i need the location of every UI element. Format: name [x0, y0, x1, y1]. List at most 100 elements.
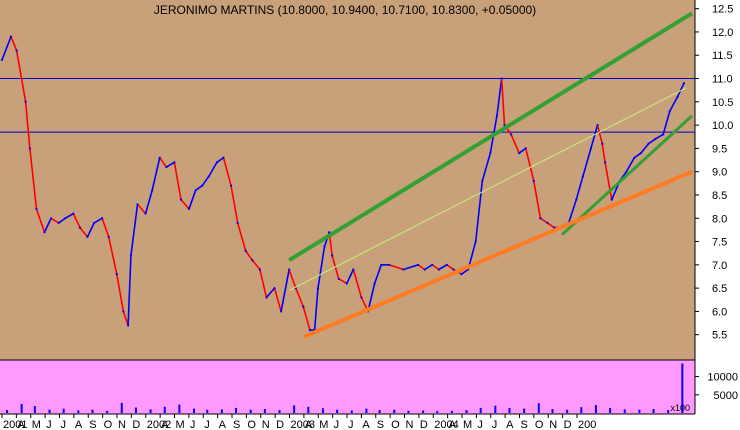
volume-bar-9	[134, 407, 137, 413]
price-segment-77	[532, 180, 542, 219]
volume-axis-background	[695, 360, 740, 414]
price-segment-39	[265, 287, 276, 298]
price-segment-30	[201, 175, 210, 187]
price-segment-64	[446, 264, 454, 271]
price-segment-1	[1, 36, 12, 61]
price-point-3	[24, 100, 27, 103]
date-tick-label-21: A	[305, 419, 313, 430]
trend-line-3	[302, 169, 693, 339]
date-tick-label-11: A	[161, 419, 169, 430]
price-segment-83	[575, 176, 584, 200]
price-segment-6	[35, 208, 46, 233]
price-point-52	[352, 268, 355, 271]
price-segment-18	[122, 311, 129, 326]
volume-bar-22	[321, 408, 324, 413]
price-point-5	[35, 207, 38, 211]
volume-bar-16	[235, 407, 238, 413]
price-point-86	[601, 142, 604, 145]
price-point-76	[532, 179, 535, 183]
volume-bar-38	[551, 408, 554, 413]
date-tick-label-17: O	[247, 419, 256, 430]
price-point-82	[575, 198, 578, 201]
price-point-88	[610, 198, 613, 201]
price-segment-26	[173, 162, 182, 200]
price-point-31	[215, 161, 218, 164]
price-segment-13	[86, 222, 95, 238]
date-tick-label-27: O	[391, 419, 400, 430]
price-point-95	[662, 133, 665, 136]
price-point-71	[500, 77, 503, 80]
price-segment-34	[230, 185, 239, 224]
price-segment-55	[367, 283, 376, 312]
price-segment-37	[251, 259, 261, 271]
price-segment-22	[144, 190, 153, 214]
price-segment-66	[461, 268, 469, 275]
price-point-17	[122, 310, 125, 313]
date-tick-label-6: S	[89, 419, 96, 430]
date-tick-label-36: S	[521, 419, 528, 430]
price-point-28	[194, 189, 197, 192]
date-tick-label-2: M	[32, 419, 41, 430]
price-point-47	[323, 245, 326, 248]
price-segment-9	[58, 217, 66, 224]
volume-bar-32	[465, 410, 468, 413]
price-point-18	[126, 324, 130, 327]
price-segment-87	[601, 143, 606, 163]
price-point-11	[78, 226, 82, 229]
price-tick-label-13: 12.0	[712, 27, 733, 39]
volume-bar-30	[436, 411, 439, 413]
volume-bar-24	[350, 410, 353, 413]
price-segment-96	[662, 110, 671, 135]
price-point-33	[229, 184, 233, 187]
price-segment-53	[352, 269, 363, 298]
price-segment-16	[107, 236, 118, 275]
volume-bar-28	[407, 410, 410, 413]
volume-bar-33	[479, 407, 482, 413]
date-tick-label-4: J	[61, 419, 67, 430]
price-segment-17	[115, 274, 125, 312]
trend-line-0	[288, 11, 694, 262]
price-point-7	[50, 217, 53, 220]
price-point-67	[474, 240, 477, 243]
volume-panel-background	[0, 360, 695, 414]
price-segment-75	[518, 147, 527, 154]
price-point-74	[518, 151, 521, 155]
volume-bar-45	[652, 408, 655, 413]
price-segment-56	[373, 264, 382, 284]
volume-bar-10	[149, 409, 152, 413]
price-segment-20	[130, 204, 139, 256]
price-point-40	[280, 310, 283, 313]
price-point-23	[158, 156, 161, 159]
price-segment-38	[259, 269, 268, 298]
price-segment-19	[127, 255, 132, 326]
price-tick-label-1: 6.0	[712, 306, 727, 318]
volume-bar-31	[450, 410, 453, 413]
price-point-83	[581, 175, 585, 178]
price-segment-88	[604, 162, 613, 200]
price-point-53	[360, 296, 363, 299]
price-panel-background	[0, 0, 695, 360]
price-segment-78	[539, 217, 548, 224]
price-point-50	[337, 277, 340, 280]
price-segment-98	[676, 82, 685, 98]
price-point-75	[524, 147, 527, 150]
volume-bar-4	[62, 408, 65, 413]
volume-bar-40	[580, 407, 583, 413]
price-point-57	[388, 263, 391, 266]
price-segment-5	[29, 148, 38, 210]
price-segment-27	[180, 199, 190, 210]
price-segment-84	[582, 148, 592, 177]
volume-bar-21	[307, 406, 310, 413]
price-segment-14	[93, 217, 103, 224]
volume-bar-47	[681, 363, 684, 413]
volume-multiplier-label: x100	[670, 403, 690, 413]
price-segment-7	[43, 217, 52, 233]
date-tick-label-33: J	[477, 419, 483, 430]
price-point-59	[416, 263, 420, 266]
price-tick-label-4: 7.5	[712, 237, 727, 249]
reference-lines	[0, 78, 695, 133]
volume-bar-46	[667, 410, 670, 413]
price-segment-72	[500, 78, 506, 126]
price-segment-93	[640, 143, 650, 154]
